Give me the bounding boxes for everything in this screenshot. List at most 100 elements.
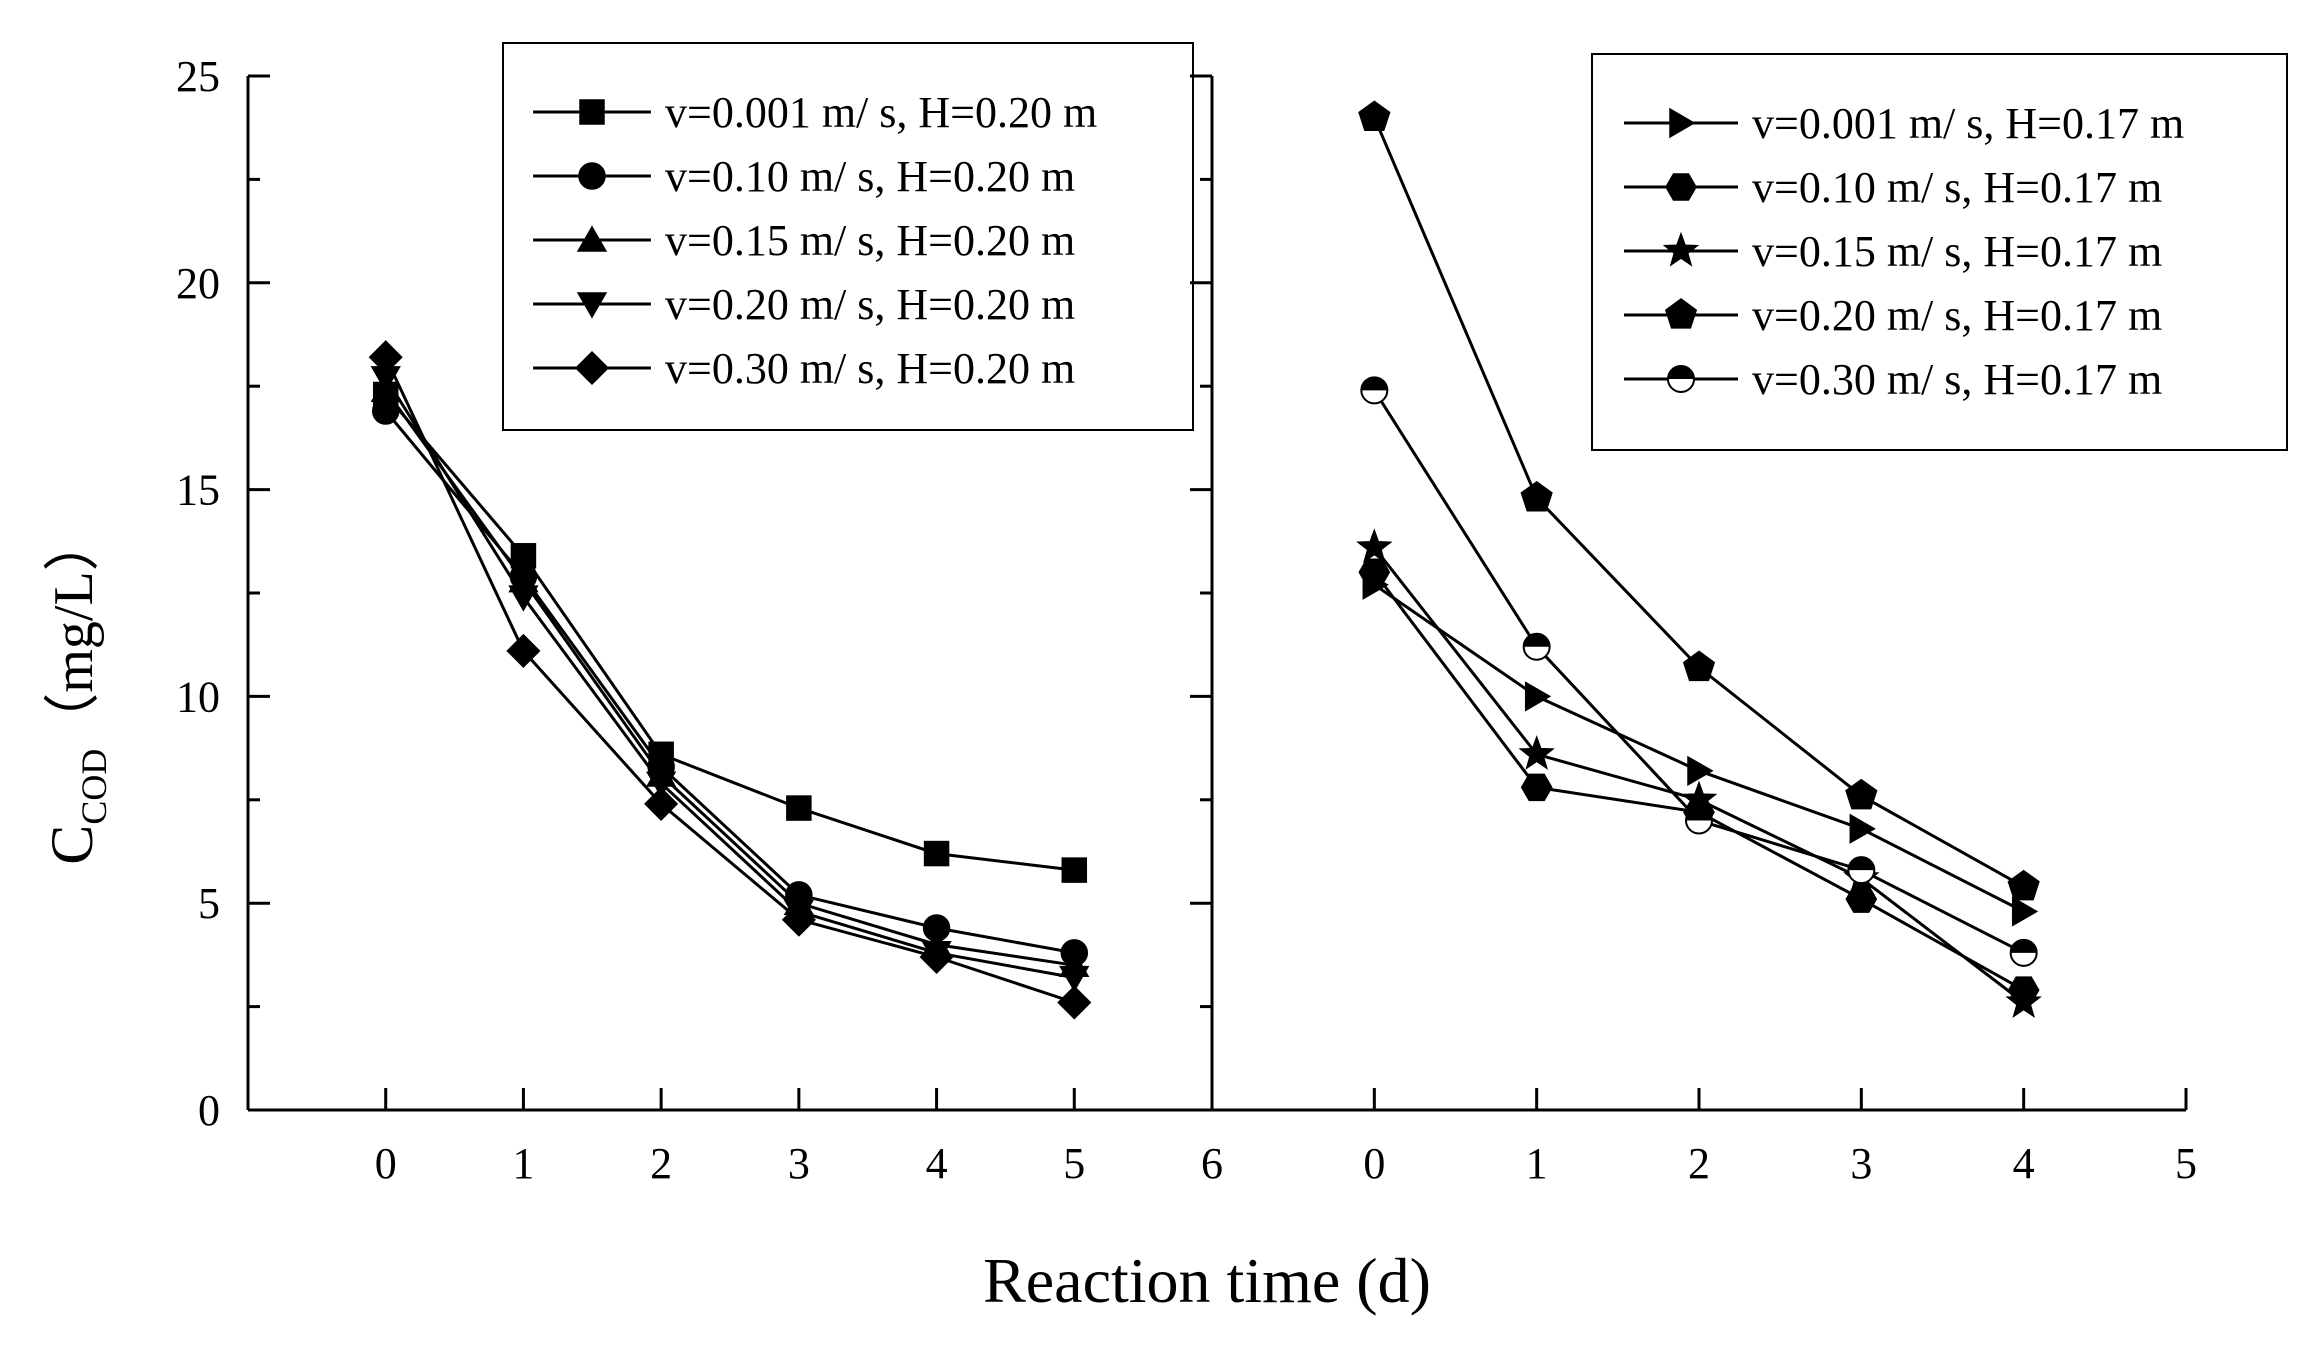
series-line xyxy=(384,389,1075,967)
data-point-diamond xyxy=(781,902,816,937)
data-point-hexagon xyxy=(1520,773,1553,802)
data-point-half-circle xyxy=(1685,806,1713,835)
x-tick-label: 4 xyxy=(2013,1139,2035,1188)
data-point-half-circle-fill xyxy=(2010,939,2037,953)
data-point-half-circle-fill xyxy=(1361,377,1388,391)
data-point-half-circle xyxy=(1360,376,1389,405)
data-point-star xyxy=(2005,983,2042,1018)
data-point-triangle-right xyxy=(1849,813,1876,844)
data-point-pentagon xyxy=(2007,869,2040,901)
panel-right: 0 1 2 3 4 5 v=0.001 m/ s, H=0.17 m v=0.10 m/ s,… xyxy=(1190,53,2288,1188)
legend-marker-diamond xyxy=(574,350,610,386)
axis-titles: CCOD（mg/L） Reaction time (d) xyxy=(39,515,1431,1316)
axes-right: 0 1 2 3 4 5 xyxy=(1190,74,2197,1188)
y-tick-label: 5 xyxy=(198,879,220,928)
legend-entry: v=0.30 m/ s, H=0.20 m xyxy=(533,344,1075,393)
legend-entry: v=0.15 m/ s, H=0.20 m xyxy=(533,216,1075,265)
legend-entry: v=0.30 m/ s, H=0.17 m xyxy=(1624,355,2162,404)
legend-label: v=0.001 m/ s, H=0.20 m xyxy=(665,88,1097,137)
data-point-square xyxy=(1061,857,1088,883)
x-tick-label: 0 xyxy=(375,1139,397,1188)
data-point-pentagon xyxy=(1358,100,1391,132)
y-axis-label-main: C xyxy=(39,825,105,865)
data-point-triangle-right xyxy=(2011,896,2039,927)
legend-right: v=0.001 m/ s, H=0.17 m v=0.10 m/ s, H=0.1… xyxy=(1591,53,2288,451)
legend-entry: v=0.20 m/ s, H=0.17 m xyxy=(1624,291,2162,340)
y-tick-label: 10 xyxy=(176,672,220,721)
legend-marker-pentagon xyxy=(1664,298,1698,329)
data-point-half-circle xyxy=(1522,632,1551,661)
data-point-square xyxy=(923,840,950,867)
series-right-4 xyxy=(1358,100,2040,901)
legend-label: v=0.10 m/ s, H=0.20 m xyxy=(665,152,1075,201)
legend-label: v=0.10 m/ s, H=0.17 m xyxy=(1752,163,2162,212)
x-tick-label: 2 xyxy=(650,1139,672,1188)
series-left-1 xyxy=(372,381,1088,883)
legend-label: v=0.15 m/ s, H=0.20 m xyxy=(665,216,1075,265)
data-point-pentagon xyxy=(1845,778,1878,810)
x-tick-label: 3 xyxy=(788,1139,810,1188)
legend-marker-half-circle-fill xyxy=(1668,366,1694,379)
series-line xyxy=(384,410,1075,955)
data-point-triangle-down xyxy=(1059,965,1090,993)
data-point-diamond xyxy=(506,633,541,668)
data-point-star xyxy=(1356,528,1393,564)
legend-left: v=0.001 m/ s, H=0.20 m v=0.10 m/ s, H=0.2… xyxy=(502,42,1194,431)
data-point-triangle-down xyxy=(508,585,539,612)
legend-label: v=0.001 m/ s, H=0.17 m xyxy=(1752,99,2184,148)
y-axis-label-unit: （mg/L） xyxy=(43,515,105,748)
series-left-2 xyxy=(371,397,1089,967)
data-point-triangle-down xyxy=(646,771,677,798)
legend-entry: v=0.10 m/ s, H=0.20 m xyxy=(533,152,1075,201)
legend-box xyxy=(502,42,1194,431)
legend-label: v=0.15 m/ s, H=0.17 m xyxy=(1752,227,2162,276)
legend-entry: v=0.001 m/ s, H=0.17 m xyxy=(1624,99,2184,148)
data-point-half-circle-fill xyxy=(1848,857,1875,871)
data-point-half-circle xyxy=(2009,938,2038,967)
axes-left: 0 1 2 3 4 5 6 0 5 10 15 20 25 xyxy=(176,52,1223,1188)
legend-marker-triangle-up xyxy=(576,225,608,252)
data-point-half-circle-fill xyxy=(1686,807,1712,821)
legend-marker-hexagon xyxy=(1665,173,1697,201)
data-point-triangle-right xyxy=(1687,755,1714,787)
x-tick-label: 1 xyxy=(512,1139,534,1188)
legend-marker-circle xyxy=(578,162,606,190)
data-point-hexagon xyxy=(1845,885,1878,913)
y-tick-label: 15 xyxy=(176,466,220,515)
legend-label: v=0.20 m/ s, H=0.20 m xyxy=(665,280,1075,329)
legend-marker-square xyxy=(579,99,605,125)
data-point-square xyxy=(786,795,812,821)
series-right-1 xyxy=(1362,569,2039,927)
series-line xyxy=(384,377,1075,980)
y-tick-label: 0 xyxy=(198,1086,220,1135)
legend-entry: v=0.20 m/ s, H=0.20 m xyxy=(533,280,1075,329)
series-line xyxy=(384,393,1075,872)
legend-entry: v=0.10 m/ s, H=0.17 m xyxy=(1624,163,2162,212)
legend-entry: v=0.001 m/ s, H=0.20 m xyxy=(533,88,1097,137)
y-axis-label: CCOD（mg/L） xyxy=(39,515,114,864)
data-point-diamond xyxy=(368,340,403,375)
data-point-half-circle-fill xyxy=(1523,633,1550,647)
x-tick-label: 4 xyxy=(926,1139,948,1188)
series-left-5 xyxy=(368,340,1092,1020)
x-tick-label: 3 xyxy=(1850,1139,1872,1188)
series-right-5 xyxy=(1360,376,2038,967)
legend-marker-star xyxy=(1662,231,1700,267)
x-tick-label: 1 xyxy=(1526,1139,1548,1188)
data-point-pentagon xyxy=(1520,480,1553,512)
legend-entry: v=0.15 m/ s, H=0.17 m xyxy=(1624,227,2162,276)
data-point-diamond xyxy=(644,786,679,821)
legend-label: v=0.30 m/ s, H=0.17 m xyxy=(1752,355,2162,404)
y-tick-label: 20 xyxy=(176,259,220,308)
y-tick-label: 25 xyxy=(176,52,220,101)
data-point-pentagon xyxy=(1682,650,1716,682)
data-point-triangle-right xyxy=(1524,681,1552,712)
legend-marker-triangle-right xyxy=(1669,107,1696,139)
legend-marker-half-circle xyxy=(1667,365,1695,393)
legend-label: v=0.30 m/ s, H=0.20 m xyxy=(665,344,1075,393)
legend-label: v=0.20 m/ s, H=0.17 m xyxy=(1752,291,2162,340)
series-line xyxy=(1373,583,2025,913)
x-tick-label: 0 xyxy=(1363,1139,1385,1188)
x-tick-label: 5 xyxy=(1063,1139,1085,1188)
